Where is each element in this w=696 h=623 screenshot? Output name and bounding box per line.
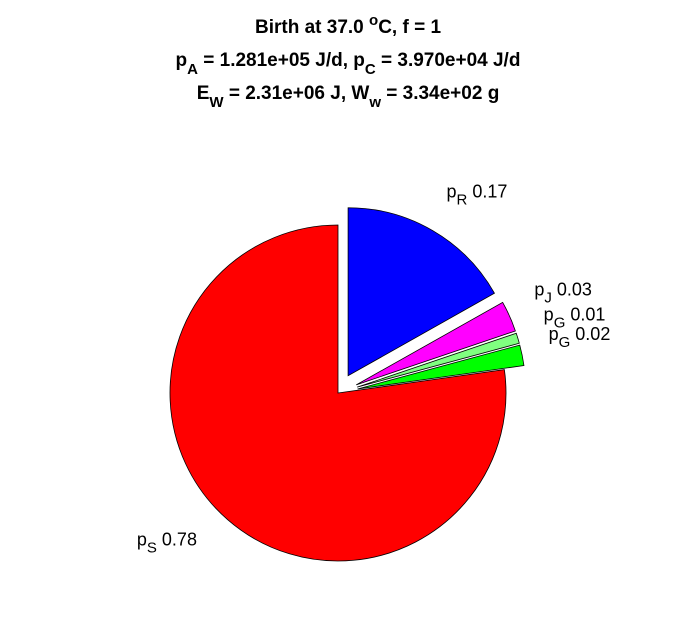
chart-title: EW = 2.31e+06 J, Ww = 3.34e+02 g bbox=[197, 83, 500, 111]
chart-title: Birth at 37.0 oC, f = 1 bbox=[255, 12, 441, 38]
title-part: = 3.34e+02 g bbox=[381, 83, 499, 104]
label-base: p bbox=[544, 304, 554, 324]
title-part: = 2.31e+06 J, W bbox=[224, 83, 370, 104]
title-part: w bbox=[368, 94, 381, 111]
chart-title: pA = 1.281e+05 J/d, pC = 3.970e+04 J/d bbox=[176, 50, 521, 78]
slice-label: pG 0.01 bbox=[544, 304, 606, 331]
slice-label: pS 0.78 bbox=[137, 529, 197, 556]
label-sub: R bbox=[456, 191, 467, 208]
slice-label: pJ 0.03 bbox=[534, 279, 592, 306]
title-part: p bbox=[176, 50, 188, 71]
label-value: 0.78 bbox=[162, 529, 197, 549]
slice-label: pG 0.02 bbox=[549, 324, 611, 351]
label-value: 0.17 bbox=[472, 181, 507, 201]
title-part: o bbox=[369, 12, 378, 29]
label-value: 0.02 bbox=[575, 324, 610, 344]
pie-slice bbox=[356, 301, 516, 386]
label-base: p bbox=[534, 279, 544, 299]
pie-slice bbox=[357, 344, 525, 390]
pie-slice bbox=[357, 332, 520, 388]
label-base: p bbox=[549, 324, 559, 344]
label-value: 0.01 bbox=[570, 304, 605, 324]
label-base: p bbox=[137, 529, 147, 549]
pie-slice bbox=[347, 207, 495, 377]
label-sub: J bbox=[544, 289, 552, 306]
title-part: = 1.281e+05 J/d, p bbox=[198, 50, 365, 71]
title-part: E bbox=[197, 83, 210, 104]
title-part: A bbox=[187, 61, 198, 78]
label-sub: G bbox=[559, 334, 571, 351]
title-part: = 3.970e+04 J/d bbox=[376, 50, 521, 71]
slice-label: pR 0.17 bbox=[446, 181, 507, 208]
label-sub: S bbox=[147, 539, 157, 556]
pie-slice bbox=[169, 224, 507, 562]
label-base: p bbox=[446, 181, 456, 201]
label-value: 0.03 bbox=[557, 279, 592, 299]
title-part: W bbox=[209, 94, 224, 111]
title-part: C, f = 1 bbox=[378, 17, 441, 38]
title-part: Birth at 37.0 bbox=[255, 17, 369, 38]
label-sub: G bbox=[554, 314, 566, 331]
title-part: C bbox=[365, 61, 376, 78]
